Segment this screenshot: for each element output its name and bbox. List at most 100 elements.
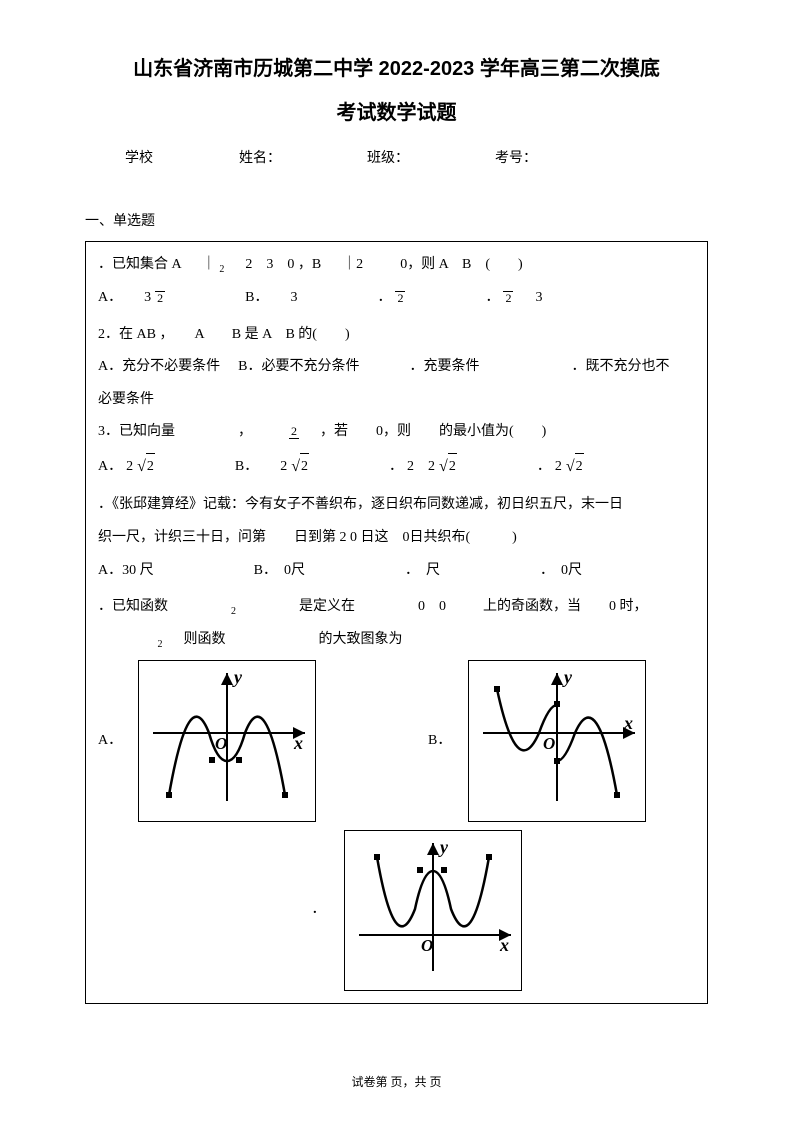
q3-c-two: 2 2 <box>407 454 435 481</box>
svg-text:x: x <box>623 713 633 733</box>
q4-opt-a: A．30 尺 <box>98 558 154 585</box>
school-label: 学校 <box>125 146 153 173</box>
school-value <box>159 161 189 162</box>
sqrt-arg: 2 <box>300 453 309 481</box>
q5-graph-row-ab: A． y x O B． <box>98 660 695 823</box>
q5-opt-c-label: ． <box>312 897 324 924</box>
q2-stem: 2．在 AB ， A B 是 A B 的( ) <box>98 322 695 349</box>
q3-options: A． 2 √2 B． 2 √2 ． 2 2 √2 ． 2 √2 <box>98 452 695 482</box>
exam-title-line2: 考试数学试题 <box>85 94 708 132</box>
graph-b-svg: y x O <box>469 661 645 811</box>
graph-a-box: y x O <box>138 660 316 823</box>
q5-b: 是定义在 <box>299 599 355 614</box>
sqrt-arg: 2 <box>146 453 155 481</box>
page-footer: 试卷第 页，共 页 <box>0 1071 793 1094</box>
frac-d: 2 <box>155 292 165 305</box>
q2-options: A．充分不必要条件 B．必要不充分条件 ．充要条件 ．既不充分也不 <box>98 354 695 381</box>
svg-text:O: O <box>543 734 555 753</box>
name-label: 姓名： <box>239 146 281 173</box>
q1-a-val: 3 <box>144 285 151 312</box>
class-value <box>415 161 445 162</box>
sqrt-arg: 2 <box>575 453 584 481</box>
q2-opt-c: ．充要条件 <box>409 354 479 381</box>
q5-stem-1: ．已知函数 2 是定义在 0 0 上的奇函数，当 0 时， <box>98 594 695 621</box>
graph-c-box: y x O <box>344 830 522 991</box>
q1-b-lbl: B． <box>245 285 268 312</box>
q3-a-lbl: A． <box>98 454 122 481</box>
frac-n: 2 <box>289 425 299 439</box>
q3-d-two: 2 <box>555 454 562 481</box>
q4-opt-b: B． 0尺 <box>254 558 305 585</box>
sqrt-icon: √2 <box>439 452 457 482</box>
examno-label: 考号： <box>495 146 537 173</box>
svg-text:x: x <box>499 935 509 955</box>
q5-opt-a-label: A． <box>98 728 110 755</box>
svg-text:x: x <box>293 733 303 753</box>
svg-text:O: O <box>421 936 433 955</box>
section-1-header: 一、单选题 <box>85 209 708 236</box>
q3-d-lbl: ． <box>537 454 551 481</box>
q2-cont: 必要条件 <box>98 387 695 414</box>
q1-a-lbl: A． <box>98 285 122 312</box>
frac-d: 2 <box>395 292 405 305</box>
q5-c: 0 0 <box>418 599 446 614</box>
q5-a: ．已知函数 <box>98 599 168 614</box>
q1-opt-d: ． 2 3 <box>485 285 542 312</box>
graph-b-box: y x O <box>468 660 646 823</box>
q3-opt-c: ． 2 2 √2 <box>389 452 457 482</box>
frac-d: 2 <box>503 292 513 305</box>
q1-opt-c: ． 2 <box>377 285 405 312</box>
q1-b-val: 3 <box>290 285 297 312</box>
q3-b-lbl: B． <box>235 454 258 481</box>
examno-value <box>543 161 573 162</box>
graph-c-svg: y x O <box>345 831 521 979</box>
q1-zero: 0，则 A B ( ) <box>400 257 523 272</box>
q4-opt-c: ． 尺 <box>405 558 440 585</box>
q5-graph-row-c: ． y x O <box>98 830 695 991</box>
q4-stem-1: ．《张邱建算经》记载：今有女子不善织布，逐日织布同数递减，初日织五尺，末一日 <box>98 492 695 519</box>
q2-opt-d: ．既不充分也不 <box>571 354 669 381</box>
q5-opt-b-label: B． <box>428 728 440 755</box>
q3-a: 3．已知向量 <box>98 424 175 439</box>
class-label: 班级： <box>367 146 409 173</box>
q5-stem-2: 2 则函数 的大致图象为 <box>98 627 695 654</box>
q5-sub2: 2 <box>158 639 163 650</box>
graph-a-svg: y x O <box>139 661 315 811</box>
q3-frac: 2 <box>289 425 299 439</box>
q4-options: A．30 尺 B． 0尺 ． 尺 ． 0尺 <box>98 558 695 585</box>
q3-opt-b: B． 2 √2 <box>235 452 309 482</box>
svg-text:O: O <box>215 734 227 753</box>
q5-2b: 的大致图象为 <box>319 632 403 647</box>
q1-options: A． 3 2 B． 3 ． 2 ． 2 3 <box>98 285 695 312</box>
sqrt-icon: √2 <box>137 452 155 482</box>
q3-c-lbl: ． <box>389 454 403 481</box>
q3-b: ， <box>238 424 252 439</box>
q1-c-frac: 2 <box>395 291 405 305</box>
q1-b: ｜2 <box>342 257 363 272</box>
q1-d-val: 3 <box>535 285 542 312</box>
q3-c: ，若 0，则 的最小值为( ) <box>320 424 546 439</box>
q1-d-lbl: ． <box>485 285 499 312</box>
q1-c-lbl: ． <box>377 285 391 312</box>
q5-2a: 则函数 <box>184 632 226 647</box>
q3-opt-a: A． 2 √2 <box>98 452 155 482</box>
q1-stem: ．已知集合 A ｜ 2 2 3 0 ，B ｜2 0，则 A B ( ) <box>98 252 695 279</box>
q1-opt-b: B． 3 <box>245 285 297 312</box>
q5-d: 上的奇函数，当 0 时， <box>483 599 648 614</box>
q3-opt-d: ． 2 √2 <box>537 452 584 482</box>
q5-sub: 2 <box>231 606 236 617</box>
q2-opt-a: A．充分不必要条件 <box>98 354 220 381</box>
exam-title-line1: 山东省济南市历城第二中学 2022-2023 学年高三第二次摸底 <box>85 50 708 88</box>
q1-pipe: ｜ <box>202 257 216 272</box>
svg-text:y: y <box>438 837 449 857</box>
q3-b-two: 2 <box>280 454 287 481</box>
svg-text:y: y <box>562 667 573 687</box>
q1-230: 2 3 0 ，B <box>245 257 321 272</box>
q1-opt-a: A． 3 2 <box>98 285 165 312</box>
questions-box: ．已知集合 A ｜ 2 2 3 0 ，B ｜2 0，则 A B ( ) A． 3… <box>85 241 708 1004</box>
sqrt-arg: 2 <box>448 453 457 481</box>
q1-a-frac: 2 <box>155 291 165 305</box>
sqrt-icon: √2 <box>291 452 309 482</box>
q3-a-two: 2 <box>126 454 133 481</box>
q1-text-a: ．已知集合 A <box>98 257 181 272</box>
